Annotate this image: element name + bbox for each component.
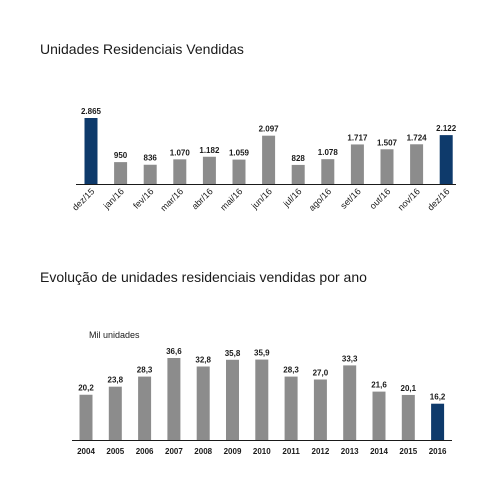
chart2-bar bbox=[79, 394, 93, 440]
chart2-bar bbox=[196, 366, 210, 440]
chart1-title: Unidades Residenciais Vendidas bbox=[40, 41, 244, 57]
chart1-bar bbox=[350, 144, 364, 184]
chart1-value-label: 1.717 bbox=[347, 133, 368, 142]
chart1-bar bbox=[173, 159, 187, 184]
chart1-tick-label: set/16 bbox=[338, 186, 362, 210]
chart2-bar bbox=[226, 359, 239, 440]
chart2-plot: Mil unidades 20,2 2004 23,8 2005 28,3 2006 36,6… bbox=[72, 330, 452, 456]
chart2-bar bbox=[138, 376, 152, 440]
chart2-value-label: 33,3 bbox=[342, 354, 358, 363]
chart1-tick-label: dez/16 bbox=[425, 186, 451, 212]
chart2-bar bbox=[108, 386, 122, 440]
chart2-tick-label: 2010 bbox=[253, 447, 271, 456]
chart1-value-label: 2.097 bbox=[259, 125, 280, 134]
chart2-value-label: 21,6 bbox=[371, 381, 387, 390]
chart1-bar bbox=[232, 159, 246, 184]
chart1-value-label: 1.507 bbox=[377, 138, 398, 147]
chart1-tick-label: jun/16 bbox=[249, 186, 274, 211]
chart1-value-label: 1.182 bbox=[199, 146, 220, 155]
chart2-value-label: 35,9 bbox=[254, 349, 270, 358]
chart1-bar bbox=[143, 164, 157, 184]
chart1-tick-label: jan/16 bbox=[101, 186, 126, 211]
chart2-value-label: 36,6 bbox=[166, 347, 182, 356]
chart1-tick-label: fev/16 bbox=[131, 186, 155, 210]
chart2-bar bbox=[313, 379, 327, 440]
chart2-bar bbox=[284, 376, 298, 440]
chart2-value-label: 20,1 bbox=[401, 384, 417, 393]
chart1-bar bbox=[439, 135, 453, 184]
chart1-value-label: 1.724 bbox=[407, 133, 428, 142]
chart1-tick-label: mar/16 bbox=[158, 186, 185, 213]
chart2-value-label: 20,2 bbox=[78, 384, 94, 393]
chart2-value-label: 27,0 bbox=[313, 369, 329, 378]
chart2-unit-label: Mil unidades bbox=[89, 330, 140, 340]
chart2-tick-label: 2004 bbox=[77, 447, 95, 456]
chart2-bar bbox=[372, 391, 386, 440]
chart2-bar bbox=[431, 403, 445, 440]
chart1-bar bbox=[410, 144, 424, 184]
chart1-value-label: 828 bbox=[292, 154, 306, 163]
chart2-bar bbox=[343, 365, 357, 440]
chart1-bar bbox=[291, 164, 305, 184]
chart2-value-label: 23,8 bbox=[108, 376, 124, 385]
chart1-tick-label: ago/16 bbox=[307, 186, 334, 213]
chart2-value-label: 28,3 bbox=[283, 366, 299, 375]
chart2-tick-label: 2014 bbox=[370, 447, 388, 456]
chart1-value-label: 836 bbox=[144, 154, 158, 163]
chart1-value-label: 950 bbox=[114, 151, 128, 160]
chart1-bar bbox=[380, 149, 394, 184]
chart1-value-label: 2.865 bbox=[81, 107, 102, 116]
chart2-tick-label: 2015 bbox=[399, 447, 417, 456]
chart1-tick-label: mai/16 bbox=[218, 186, 244, 212]
chart2-tick-label: 2011 bbox=[282, 447, 300, 456]
chart2-value-label: 28,3 bbox=[137, 366, 153, 375]
chart1-tick-label: out/16 bbox=[368, 186, 393, 211]
chart1-value-label: 1.078 bbox=[318, 148, 339, 157]
chart2-title: Evolução de unidades residenciais vendid… bbox=[40, 269, 367, 285]
chart2-tick-label: 2016 bbox=[429, 447, 447, 456]
chart1-tick-label: dez/15 bbox=[70, 186, 96, 212]
chart2-tick-label: 2008 bbox=[194, 447, 212, 456]
chart1-tick-label: jul/16 bbox=[281, 186, 304, 209]
chart2-tick-label: 2012 bbox=[312, 447, 330, 456]
chart1-bar bbox=[262, 135, 276, 184]
chart1-value-label: 1.070 bbox=[170, 148, 191, 157]
chart2-tick-label: 2007 bbox=[165, 447, 183, 456]
chart1-plot: 2.865 dez/15 950 jan/16 836 fev/16 1.070 mar/16… bbox=[70, 107, 457, 213]
chart2-bar bbox=[401, 394, 415, 440]
chart2-bar bbox=[167, 358, 181, 440]
chart2-value-label: 32,8 bbox=[195, 356, 211, 365]
chart2-tick-label: 2013 bbox=[341, 447, 359, 456]
chart1-tick-label: nov/16 bbox=[396, 186, 422, 212]
chart2-value-label: 16,2 bbox=[430, 393, 446, 402]
chart1-bar bbox=[321, 159, 335, 184]
chart2-tick-label: 2005 bbox=[106, 447, 124, 456]
chart1-bar bbox=[202, 156, 216, 184]
chart1-value-label: 1.059 bbox=[229, 149, 250, 158]
chart2-tick-label: 2009 bbox=[224, 447, 242, 456]
chart1-bar bbox=[114, 162, 128, 184]
chart1-bar bbox=[84, 118, 98, 184]
chart1-value-label: 2.122 bbox=[436, 124, 457, 133]
chart2-bar bbox=[255, 359, 269, 440]
chart2-tick-label: 2006 bbox=[136, 447, 154, 456]
chart1-tick-label: abr/16 bbox=[190, 186, 215, 211]
chart2-value-label: 35,8 bbox=[225, 349, 241, 358]
